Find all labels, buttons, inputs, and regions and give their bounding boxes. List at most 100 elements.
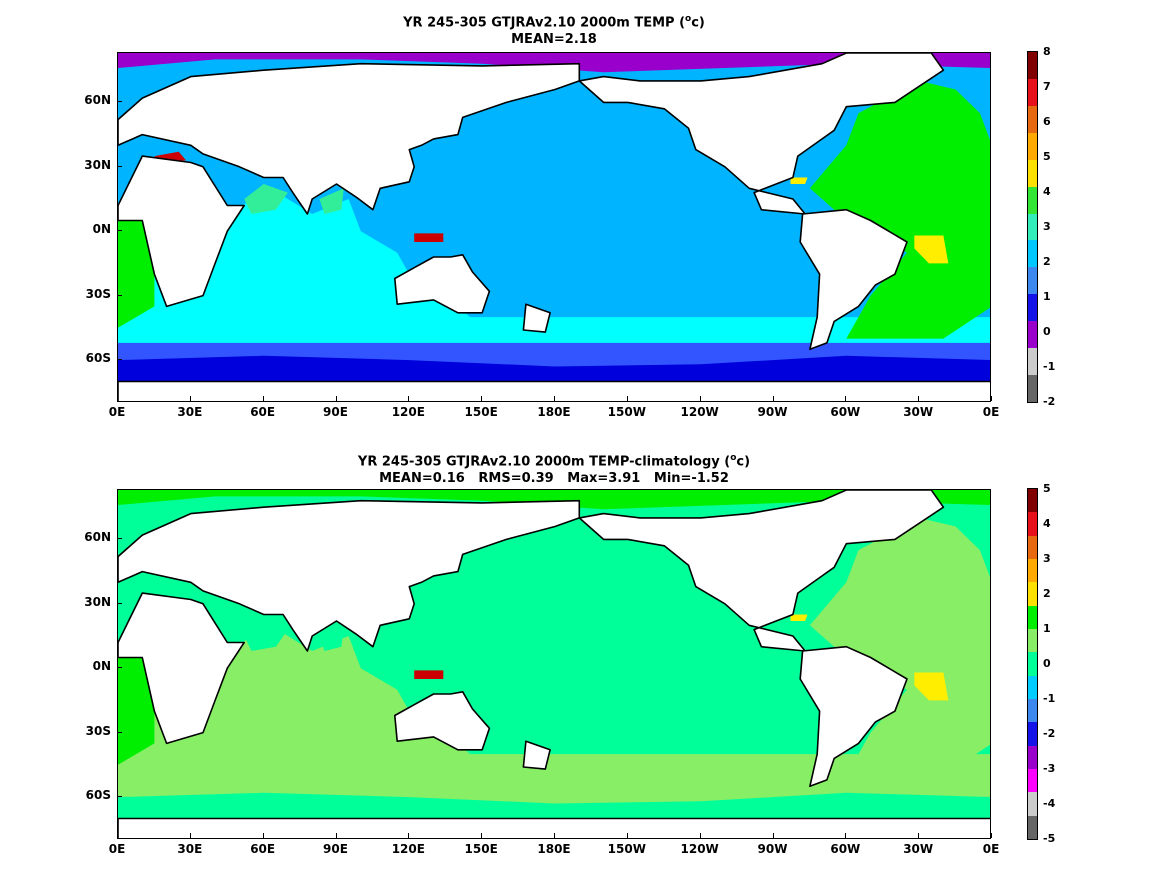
colorbar-label: 4 [1043, 517, 1051, 530]
lon-label: 150W [607, 842, 646, 856]
lat-label: 30N [84, 157, 111, 172]
lon-label: 150W [607, 405, 646, 419]
colorbar-cell [1028, 652, 1037, 677]
spot-arabian-0 [244, 184, 288, 214]
lon-label: 90E [323, 405, 348, 419]
colorbar-label: -5 [1043, 832, 1056, 845]
region-indian [118, 621, 483, 765]
lon-tick [408, 396, 410, 401]
colorbar-label: 1 [1043, 622, 1051, 635]
lat-tick [117, 538, 122, 540]
panel2-title: YR 245-305 GTJRAv2.10 2000m TEMP-climato… [117, 450, 991, 487]
landmass-6 [522, 303, 551, 333]
colorbar-cell [1028, 769, 1037, 793]
lat-label: 30S [85, 286, 111, 301]
colorbar-cell [1028, 159, 1037, 188]
landmass-1 [118, 499, 581, 652]
lat-label: 0N [92, 659, 111, 674]
panel2-map-svg [118, 490, 990, 838]
lat-tick [117, 359, 122, 361]
lon-label: 0E [982, 405, 1000, 419]
panel1-title-unit: c) [691, 15, 705, 31]
colorbar-cell [1028, 294, 1037, 322]
lat-tick [117, 602, 122, 604]
lon-label: 60E [250, 405, 276, 419]
landmass-3 [578, 53, 945, 215]
spot-arabian-1 [319, 625, 344, 651]
landmass-6 [522, 740, 551, 770]
lon-label: 180E [537, 405, 571, 419]
colorbar-label: 2 [1043, 255, 1051, 268]
panel2-stats: MEAN=0.16 RMS=0.39 Max=3.91 Min=-1.52 [379, 471, 729, 487]
lon-label: 30W [903, 405, 934, 419]
lon-tick [554, 396, 555, 401]
spot-indo-0 [414, 233, 444, 242]
panel2-title-sup: o [730, 453, 737, 463]
lon-label: 60W [830, 842, 861, 856]
colorbar-label: 0 [1043, 657, 1051, 670]
panel1-colorbar [1027, 51, 1038, 403]
panel1-map-svg [118, 53, 990, 401]
lat-label: 30S [85, 723, 111, 738]
landmass-2 [393, 254, 491, 314]
lat-tick [117, 796, 122, 798]
colorbar-cell [1028, 132, 1037, 161]
lon-label: 120W [680, 842, 719, 856]
lon-label: 90W [757, 405, 788, 419]
lon-tick [845, 396, 847, 401]
lon-label: 60E [250, 842, 276, 856]
spot-hotspot-1 [790, 177, 808, 184]
colorbar-label: -1 [1043, 360, 1056, 373]
lon-tick [335, 833, 337, 838]
colorbar-cell [1028, 321, 1037, 349]
lon-tick [772, 396, 774, 401]
colorbar-label: -2 [1043, 727, 1056, 740]
lon-label: 150E [464, 405, 498, 419]
colorbar-cell [1028, 105, 1037, 134]
lat-label: 60N [84, 530, 111, 545]
lon-label: 150E [464, 842, 498, 856]
colorbar-cell [1028, 722, 1037, 747]
lon-tick [918, 396, 920, 401]
colorbar-cell [1028, 582, 1037, 607]
lon-tick [772, 833, 774, 838]
lat-tick [117, 230, 122, 232]
landmass-0 [118, 155, 245, 308]
region-pacific [409, 89, 823, 328]
region-southern [118, 754, 990, 787]
lat-label: 60S [85, 351, 111, 366]
lon-tick [117, 396, 118, 401]
colorbar-label: 3 [1043, 220, 1051, 233]
lon-tick [262, 833, 264, 838]
colorbar-label: -4 [1043, 797, 1056, 810]
region-antarctic-deep [118, 355, 990, 386]
colorbar-cell [1028, 559, 1037, 583]
lon-label: 30W [903, 842, 934, 856]
region-pacific [409, 526, 823, 765]
panel2-colorbar [1027, 488, 1038, 840]
region-arctic [118, 490, 990, 510]
lon-tick [335, 396, 337, 401]
colorbar-cell [1028, 186, 1037, 215]
lat-label: 60S [85, 788, 111, 803]
colorbar-cell [1028, 792, 1037, 817]
spot-arabian-1 [319, 188, 344, 214]
panel1-title: YR 245-305 GTJRAv2.10 2000m TEMP (oc) ME… [117, 11, 991, 48]
lon-tick [408, 833, 410, 838]
lon-label: 90W [757, 842, 788, 856]
lon-tick [117, 833, 118, 838]
lon-tick [845, 833, 847, 838]
colorbar-cell [1028, 348, 1037, 376]
spot-hotspot-0 [914, 235, 949, 264]
lat-label: 30N [84, 594, 111, 609]
spot-indo-0 [414, 670, 444, 679]
region-arctic [118, 53, 990, 73]
landmass-2 [393, 691, 491, 751]
panel1-map [117, 52, 991, 402]
panel1-title-text: YR 245-305 GTJRAv2.10 2000m TEMP ( [403, 15, 686, 31]
lon-label: 0E [108, 842, 126, 856]
lat-tick [117, 294, 122, 296]
lon-tick [481, 833, 483, 838]
lon-label: 90E [323, 842, 348, 856]
colorbar-cell [1028, 815, 1037, 840]
